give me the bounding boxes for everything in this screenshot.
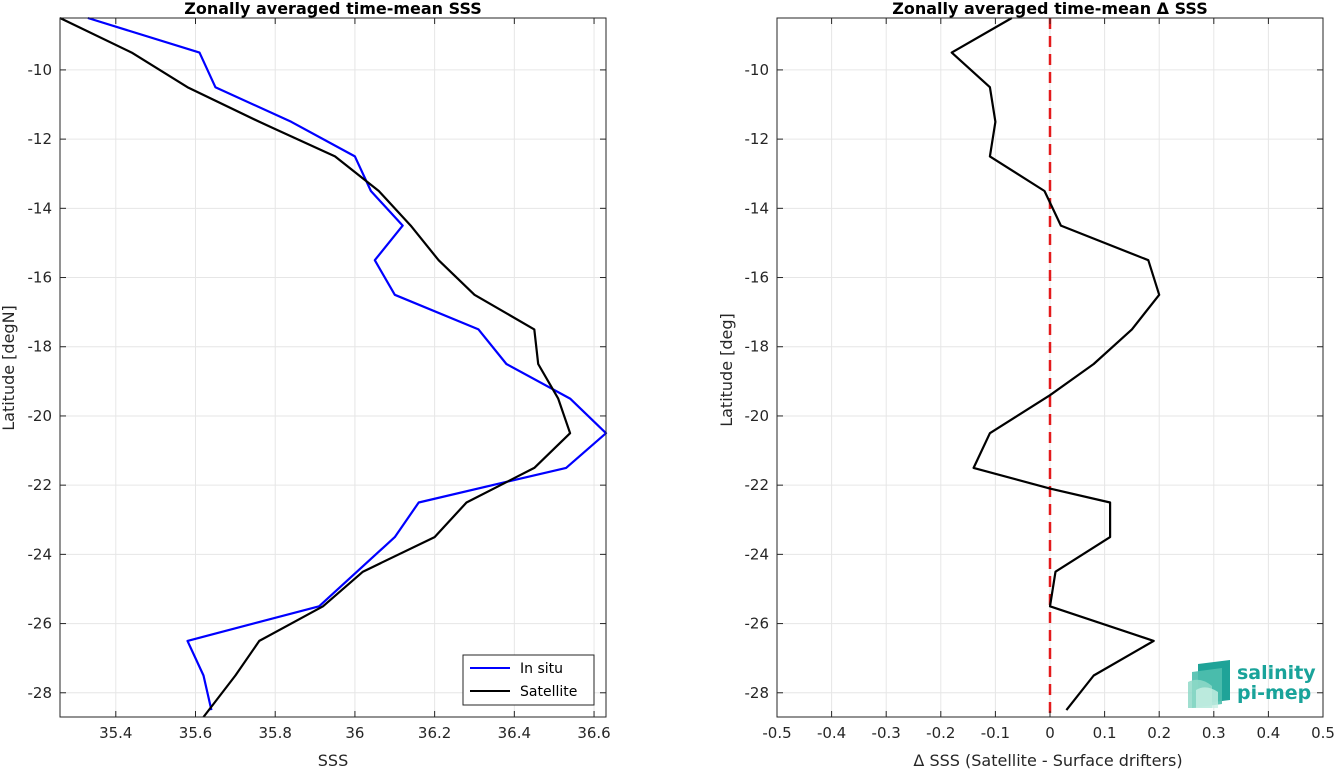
left-y-axis-label: Latitude [degN] <box>0 305 18 431</box>
x-tick-label: -0.4 <box>817 724 846 742</box>
y-tick-label: -26 <box>745 615 770 633</box>
legend-label-in-situ: In situ <box>520 661 563 677</box>
y-tick-label: -26 <box>28 615 53 633</box>
y-tick-label: -12 <box>745 130 770 148</box>
right-y-axis-label: Latitude [deg] <box>717 313 736 427</box>
right-chart-panel: -0.5 -0.4 -0.3 -0.2 -0.1 0 0.1 0.2 0.3 0.4 0.5 -10 -… <box>717 0 1335 769</box>
y-tick-label: -10 <box>28 61 53 79</box>
series-line-in-situ <box>87 16 608 711</box>
x-tick-label: 0.3 <box>1202 724 1226 742</box>
left-chart-title: Zonally averaged time-mean SSS <box>184 0 482 18</box>
left-x-axis-label: SSS <box>318 751 348 769</box>
x-tick-label: 0.2 <box>1147 724 1171 742</box>
y-tick-label: -18 <box>28 338 53 356</box>
logo-line1: salinity <box>1237 662 1316 684</box>
x-tick-label: 36 <box>345 724 364 742</box>
left-chart-panel: 35.4 35.6 35.8 36 36.2 36.4 36.6 -10 -12 -14 -16 -1… <box>0 0 611 769</box>
right-chart-title: Zonally averaged time-mean Δ SSS <box>892 0 1208 18</box>
y-tick-label: -28 <box>745 684 770 702</box>
y-tick-label: -12 <box>28 130 53 148</box>
x-tick-label: -0.2 <box>926 724 955 742</box>
series-line-delta-sss <box>950 17 1161 711</box>
x-tick-label: 0.4 <box>1256 724 1280 742</box>
x-tick-label: -0.5 <box>762 724 791 742</box>
logo-emblem-icon <box>1188 660 1230 708</box>
y-tick-label: -24 <box>28 545 53 563</box>
y-tick-label: -20 <box>745 407 770 425</box>
y-tick-label: -28 <box>28 684 53 702</box>
y-tick-label: -22 <box>745 476 770 494</box>
x-tick-label: 35.6 <box>179 724 212 742</box>
logo-line2: pi-mep <box>1237 682 1311 704</box>
right-x-axis-label: Δ SSS (Satellite - Surface drifters) <box>913 751 1182 769</box>
y-tick-label: -18 <box>745 338 770 356</box>
y-tick-label: -10 <box>745 61 770 79</box>
x-tick-label: 36.4 <box>498 724 531 742</box>
legend: In situ Satellite <box>462 654 595 706</box>
y-tick-label: -16 <box>28 269 53 287</box>
y-tick-label: -20 <box>28 407 53 425</box>
y-tick-label: -16 <box>745 269 770 287</box>
x-tick-label: -0.1 <box>981 724 1010 742</box>
y-tick-label: -24 <box>745 545 770 563</box>
x-tick-label: -0.3 <box>872 724 901 742</box>
x-tick-label: 0.5 <box>1311 724 1335 742</box>
legend-box <box>462 654 595 706</box>
legend-label-satellite: Satellite <box>520 684 577 700</box>
salinity-pi-mep-logo: salinity pi-mep <box>1188 660 1316 708</box>
x-tick-label: 0.1 <box>1093 724 1117 742</box>
x-tick-label: 35.8 <box>259 724 292 742</box>
y-tick-label: -14 <box>28 199 53 217</box>
x-tick-label: 36.6 <box>577 724 610 742</box>
x-tick-label: 36.2 <box>418 724 451 742</box>
left-plot-frame <box>59 17 607 718</box>
x-tick-label: 35.4 <box>99 724 132 742</box>
y-tick-label: -14 <box>745 199 770 217</box>
y-tick-label: -22 <box>28 476 53 494</box>
x-tick-label: 0 <box>1045 724 1055 742</box>
series-line-satellite <box>59 17 572 718</box>
